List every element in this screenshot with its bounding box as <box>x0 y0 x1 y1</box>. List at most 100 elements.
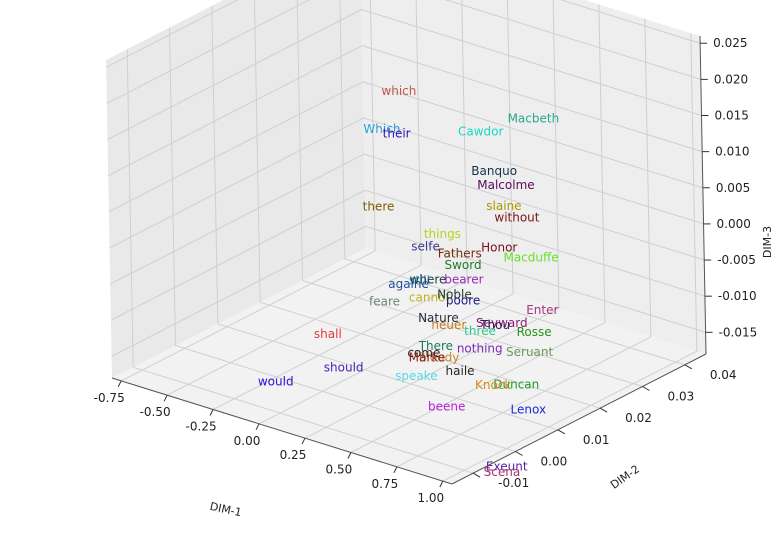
y-gridline <box>169 27 176 346</box>
data-point-label: Seruant <box>506 345 553 359</box>
data-point-label: feare <box>369 295 400 309</box>
data-point-label: Nature <box>418 311 459 325</box>
z-axis-title: DIM-3 <box>761 226 774 258</box>
z-gridline <box>362 81 704 189</box>
y-gridline <box>253 0 261 303</box>
z-gridline <box>365 225 706 333</box>
data-point-label: selfe <box>411 240 440 254</box>
z-tick-label: 0.020 <box>714 72 748 86</box>
data-point-label: Rosse <box>517 325 552 339</box>
x-tick <box>163 394 168 402</box>
x-tick-label: 0.50 <box>326 462 353 476</box>
data-point-label: Scena <box>484 465 521 479</box>
x-gridline <box>461 0 468 280</box>
z-gridline <box>363 117 704 225</box>
data-point-label: Macbeth <box>508 112 560 126</box>
x-tick-label: -0.25 <box>186 420 217 434</box>
z-gridline <box>111 225 366 357</box>
y-gridline <box>211 5 219 324</box>
x-gridline <box>396 336 652 468</box>
data-point-label: poore <box>446 294 480 308</box>
y-tick-label: 0.03 <box>668 390 695 404</box>
y-gridline <box>344 258 685 366</box>
x-gridline <box>166 264 422 396</box>
axis-edges <box>111 35 707 485</box>
x-tick <box>209 409 214 416</box>
data-point-label: Sword <box>444 258 481 272</box>
data-point-label: Macduffe <box>503 250 558 264</box>
data-point-label: Thou <box>479 318 510 332</box>
data-point-label: come <box>407 346 440 360</box>
x-gridline <box>304 307 560 439</box>
y-gridline <box>175 345 516 452</box>
data-point-label: Honor <box>481 241 517 255</box>
y-tick-label: 0.00 <box>541 455 568 469</box>
y-tick <box>515 451 523 456</box>
z-tick-label: 0.000 <box>717 217 751 231</box>
data-point-label: Exeunt <box>486 459 528 473</box>
data-point-label: cannot <box>409 291 451 305</box>
x-tick-label: 1.00 <box>417 491 444 505</box>
x-tick-label: 0.25 <box>280 448 307 462</box>
x-axis-line <box>111 377 453 485</box>
x-gridline <box>552 0 560 309</box>
data-point-label: bearer <box>444 273 483 287</box>
y-tick-label: 0.01 <box>583 433 610 447</box>
x-tick <box>117 380 122 388</box>
y-tick <box>642 386 650 391</box>
data-point-label: haile <box>446 364 475 378</box>
data-point-label: three <box>464 324 496 338</box>
y-gridline <box>296 0 303 281</box>
y-tick <box>472 472 481 478</box>
y-gridline <box>302 280 643 387</box>
z-gridline <box>364 153 705 261</box>
data-point-label: which <box>381 84 416 98</box>
z-gridline <box>109 153 365 285</box>
x-gridline <box>644 18 652 337</box>
data-point-label: their <box>383 126 411 140</box>
x-tick <box>439 480 444 488</box>
x-tick <box>255 423 260 431</box>
x-tick-label: 0.00 <box>234 434 261 448</box>
y-tick-label: -0.01 <box>498 476 529 490</box>
x-gridline <box>120 250 376 382</box>
z-tick-label: 0.025 <box>713 36 747 50</box>
tick-marks <box>117 42 713 488</box>
z-gridline <box>361 9 702 116</box>
z-gridline <box>110 189 366 321</box>
data-point-label: bloody <box>419 351 459 365</box>
x-tick-label: 0.75 <box>372 477 399 491</box>
data-point-label: Which <box>363 122 400 136</box>
x-tick <box>347 452 352 459</box>
x-gridline <box>415 0 422 266</box>
z-gridline <box>559 0 701 44</box>
data-point-label: there <box>363 200 395 214</box>
data-point-label: Enter <box>526 303 558 317</box>
z-gridline <box>106 0 310 104</box>
data-point-label: slaine <box>486 199 521 213</box>
data-point-label: things <box>424 227 461 241</box>
y-gridline <box>217 323 558 431</box>
x-tick-label: -0.75 <box>94 391 125 405</box>
data-point-label: Banquo <box>471 164 517 178</box>
y-gridline <box>339 0 346 259</box>
data-point-label: Noble <box>437 287 472 301</box>
data-point-label: Lenox <box>511 402 547 416</box>
x-gridline <box>598 4 606 323</box>
y-tick <box>599 407 608 413</box>
data-point-label: where <box>410 272 447 286</box>
x-tick-label: -0.50 <box>140 405 171 419</box>
z-gridline <box>109 117 364 249</box>
x-axis-title: DIM-1 <box>209 500 243 519</box>
x-tick <box>393 466 398 474</box>
data-point-label: without <box>494 210 539 224</box>
z-tick-label: 0.005 <box>716 181 750 195</box>
axes-panes <box>106 0 706 484</box>
data-point-label: Duncan <box>493 377 539 391</box>
x-gridline <box>212 279 468 410</box>
x-gridline <box>506 0 514 294</box>
z-gridline <box>107 9 362 140</box>
data-point-label: should <box>324 360 364 374</box>
z-tick-label: -0.010 <box>718 289 757 303</box>
